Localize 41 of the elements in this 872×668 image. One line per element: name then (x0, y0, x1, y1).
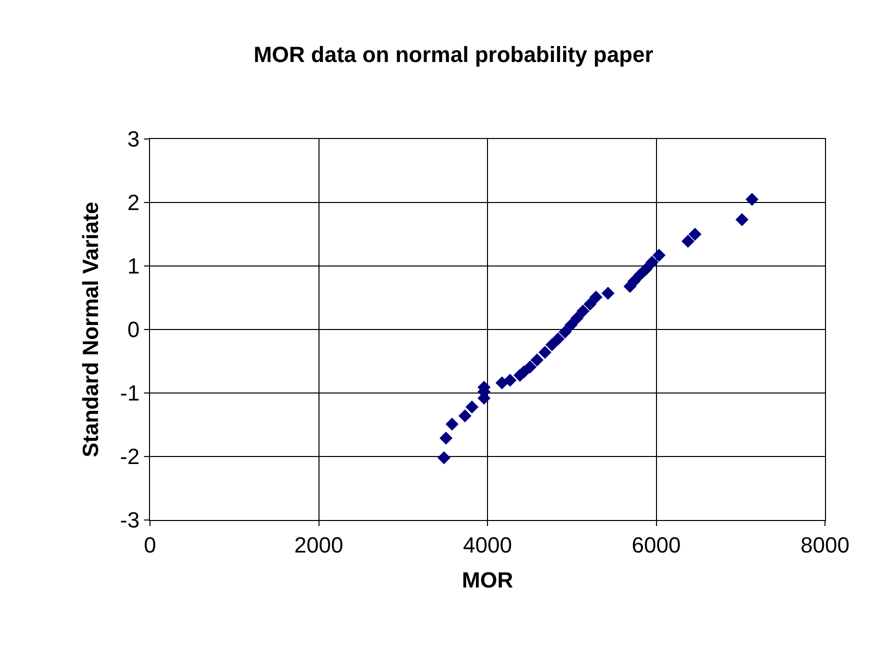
point (564, 318, 578, 332)
point (465, 400, 478, 414)
y-tick-label: 2 (127, 190, 140, 216)
point (439, 432, 452, 445)
point (688, 228, 702, 241)
point (446, 418, 459, 431)
point (524, 360, 537, 374)
point (458, 409, 472, 422)
point (570, 312, 584, 325)
y-tick-label: 1 (127, 254, 140, 279)
point (652, 248, 666, 262)
y-tick-label: -3 (120, 508, 140, 533)
x-tick-label: 4000 (463, 532, 512, 558)
point (576, 304, 590, 318)
point (590, 290, 603, 304)
x-tick-label: 6000 (632, 532, 681, 558)
point (601, 286, 614, 300)
point (746, 192, 759, 206)
y-tick-label: -1 (120, 380, 140, 406)
point (735, 213, 748, 226)
point (552, 332, 565, 346)
x-axis-title: MOR (462, 567, 514, 592)
x-tick-label: 0 (144, 532, 156, 558)
point (627, 274, 640, 288)
point (584, 298, 597, 311)
point (640, 262, 653, 276)
point (538, 346, 552, 359)
point (437, 451, 450, 464)
x-tick-label: 8000 (800, 532, 850, 558)
point (646, 256, 659, 269)
point (558, 326, 572, 339)
point (681, 234, 694, 248)
y-tick-label: 3 (127, 126, 140, 152)
y-tick-label: 0 (127, 317, 140, 342)
point (504, 374, 517, 387)
y-axis-title: Standard Normal Variate (78, 202, 103, 458)
x-tick-label: 2000 (294, 532, 344, 558)
point (530, 353, 544, 366)
point (545, 338, 558, 352)
y-tick-label: -2 (120, 444, 140, 470)
chart-title: MOR data on normal probability paper (254, 42, 654, 68)
